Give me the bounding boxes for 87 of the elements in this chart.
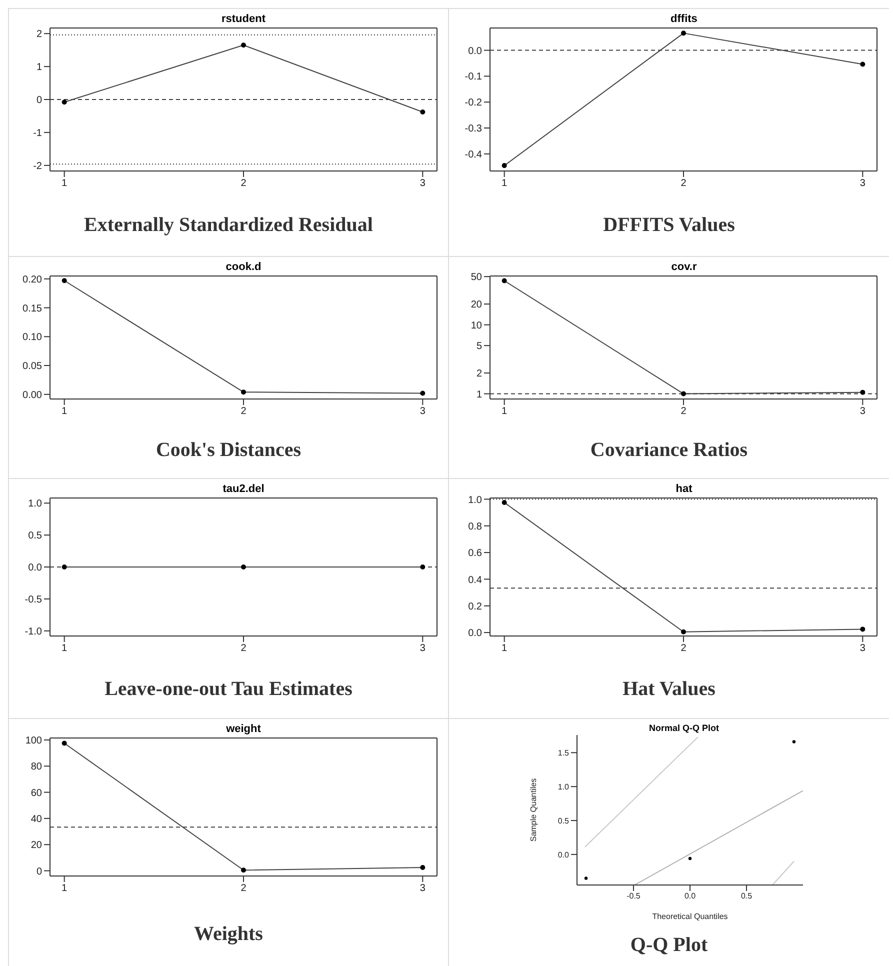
x-tick-label: 3 [860,178,866,190]
y-tick-label: 5 [476,341,482,352]
x-tick-label: 2 [240,406,246,418]
y-tick-label: 100 [24,736,42,747]
x-tick-label: 3 [419,883,426,894]
y-tick-label: 0.0 [28,562,42,574]
y-tick-label: -1.0 [24,626,42,638]
y-tick-label: 10 [470,320,482,332]
x-tick-label: 3 [860,643,866,654]
chart-title: rstudent [222,13,266,25]
y-tick-label: 0.15 [22,303,42,314]
y-tick-label: 1.5 [558,748,570,758]
x-tick-label: 1 [61,643,68,654]
y-tick-label: 0.10 [22,332,42,344]
y-tick-label: 0.05 [22,361,42,372]
x-tick-label: 2 [240,643,246,654]
y-tick-label: 0.0 [558,850,570,860]
y-tick-label: 2 [36,29,42,40]
chart-title: cov.r [671,261,697,273]
chart-title: weight [226,723,261,735]
x-tick-label: 2 [680,643,687,654]
chart-title: cook.d [226,261,262,273]
y-tick-label: -0.3 [464,124,482,135]
y-tick-label: 1.0 [558,782,570,792]
y-tick-label: 20 [470,300,482,311]
y-tick-label: 0.00 [22,390,42,401]
x-tick-label: 3 [419,643,426,654]
y-tick-label: 80 [30,762,42,773]
chart-title: dffits [670,13,698,25]
y-tick-label: 0.5 [28,530,42,542]
x-tick-label: 2 [240,883,246,894]
y-tick-label: -0.4 [464,149,482,160]
point [792,740,796,744]
y-tick-label: 0.0 [468,46,482,57]
x-tick-label: 3 [860,406,866,418]
x-tick-label: 2 [680,406,687,418]
chart-title: hat [676,483,692,495]
x-tick-label: 1 [61,178,68,190]
x-tick-label: 1 [61,883,68,894]
text: Hat Values [622,678,716,700]
point [584,876,588,880]
y-tick-label: 60 [30,788,42,799]
y-tick-label: 0 [36,95,42,106]
x-tick-label: 1 [502,643,508,654]
y-tick-label: 1 [36,62,42,74]
y-tick-label: 0.8 [468,521,482,532]
y-tick-label: 0.0 [468,628,482,640]
y-tick-label: 0.4 [468,574,482,586]
text: Leave-one-out Tau Estimates [104,678,352,700]
y-tick-label: -0.1 [464,72,482,83]
x-tick-label: -0.5 [626,892,641,901]
x-tick-label: 3 [419,178,426,190]
chart-title: Normal Q-Q Plot [648,723,719,733]
x-tick-label: 0.5 [740,892,753,901]
y-tick-label: 0.5 [558,816,570,826]
x-tick-label: 2 [680,178,687,190]
y-tick-label: 0.20 [22,274,42,286]
y-axis-title: Sample Quantiles [528,778,538,842]
x-tick-label: 1 [61,406,68,418]
y-tick-label: -0.2 [464,98,482,109]
text: Externally Standardized Residual [84,214,373,237]
y-tick-label: -2 [32,160,42,172]
y-tick-label: 2 [476,368,482,380]
x-tick-label: 1 [502,406,508,418]
y-tick-label: 1.0 [468,494,482,506]
x-tick-label: 0.0 [684,892,696,901]
y-tick-label: -0.5 [24,594,42,606]
text: Weights [194,922,263,946]
y-tick-label: 50 [470,272,482,284]
x-tick-label: 3 [419,406,426,418]
text: Q-Q Plot [630,934,708,957]
x-tick-label: 1 [502,178,508,190]
y-tick-label: 0.6 [468,548,482,560]
y-tick-label: -1 [32,128,42,139]
y-tick-label: 0.2 [468,601,482,612]
y-tick-label: 1 [476,389,482,400]
text: Cook's Distances [156,439,301,462]
y-tick-label: 40 [30,814,42,825]
text: DFFITS Values [603,214,735,237]
text: Covariance Ratios [590,439,748,462]
y-tick-label: 20 [30,840,42,852]
x-tick-label: 2 [240,178,246,190]
y-tick-label: 1.0 [28,498,42,510]
chart-title: tau2.del [222,483,264,495]
x-axis-title: Theoretical Quantiles [652,912,728,921]
point [688,856,692,860]
y-tick-label: 0 [36,866,42,878]
